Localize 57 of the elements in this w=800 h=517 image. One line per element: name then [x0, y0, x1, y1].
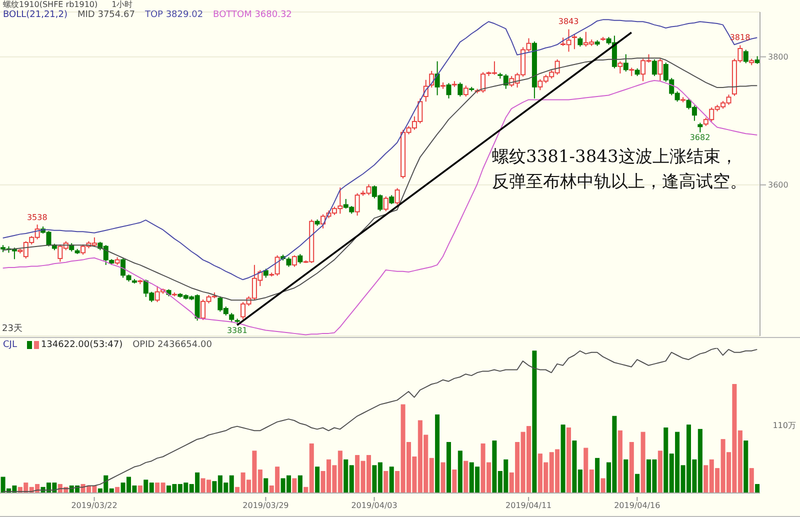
line-series	[2, 80, 758, 336]
legend-title: BOLL(21,21,2)	[3, 10, 68, 20]
line-series	[2, 19, 758, 280]
chart-title: 螺纹1910(SHFE rb1910)	[3, 0, 98, 9]
bar	[452, 470, 457, 493]
annotation: 螺纹3381-3843这波上涨结束，	[492, 146, 738, 168]
line-series	[2, 58, 758, 301]
x-tick-label: 2019/04/11	[506, 501, 552, 510]
bar	[446, 442, 451, 493]
bar	[635, 474, 640, 493]
annotation: 反弹至布林中轨以上，逢高试空。	[492, 171, 747, 193]
bar	[640, 432, 646, 493]
bar	[464, 460, 468, 493]
text: 110万	[772, 420, 796, 431]
bar	[458, 450, 462, 493]
bar	[292, 478, 297, 493]
annotation: 3538	[26, 212, 48, 222]
bar	[755, 484, 760, 493]
bar	[566, 428, 571, 493]
bar	[600, 478, 606, 493]
x-tick-label: 2019/04/16	[614, 501, 660, 510]
annotation: 23天	[2, 323, 22, 335]
bar	[744, 440, 748, 493]
bar	[618, 430, 622, 493]
bar	[595, 458, 600, 493]
bar	[435, 414, 440, 493]
chart-subtitle: 1小时	[112, 0, 133, 9]
bar	[749, 468, 754, 493]
bar	[624, 459, 628, 493]
bar	[384, 471, 388, 493]
x-tick-label: 2019/03/29	[242, 501, 289, 510]
bar	[315, 466, 320, 493]
bar	[115, 486, 120, 493]
y-tick-label: 3800	[768, 52, 788, 62]
bar	[389, 466, 394, 493]
candlestick	[434, 60, 440, 96]
bar	[298, 475, 302, 493]
text: MID 3754.67	[78, 10, 135, 20]
bar	[658, 450, 662, 493]
annotation: 3818	[728, 33, 752, 42]
text: TOP 3829.02	[144, 10, 204, 20]
legend-label: 134622.00(53:47)	[40, 340, 123, 350]
bar	[629, 442, 634, 493]
annotation: 3843	[557, 17, 580, 26]
y-tick-label: 3600	[768, 180, 788, 190]
text: OPID 2436654.00	[132, 340, 212, 350]
bar	[440, 462, 446, 493]
annotation: 3381	[226, 326, 248, 336]
bar	[264, 478, 268, 493]
legend-title: CJL	[3, 340, 17, 350]
text: BOTTOM 3680.32	[213, 10, 292, 20]
bar	[532, 350, 537, 493]
annotation: 3682	[688, 133, 712, 142]
bar	[560, 424, 566, 493]
x-tick-label: 2019/03/22	[71, 501, 118, 510]
bar	[138, 486, 142, 493]
x-tick-label: 2019/04/03	[351, 501, 398, 510]
